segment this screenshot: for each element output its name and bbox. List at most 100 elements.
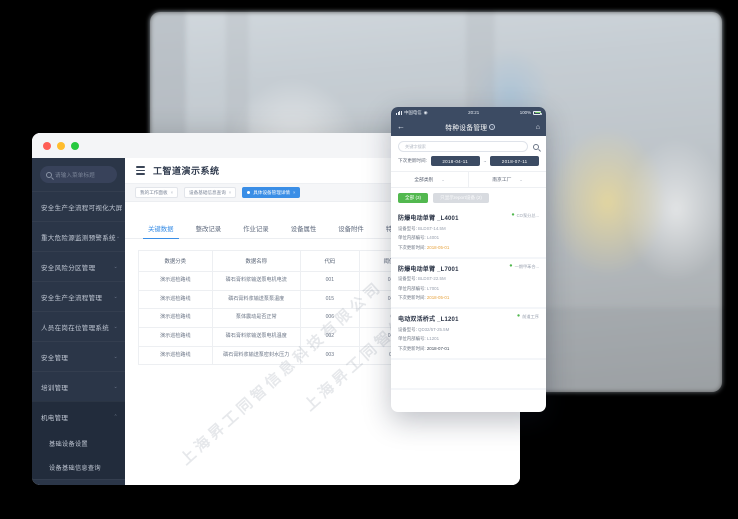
device-internalno-label: 单位内部编号: <box>398 285 426 291</box>
sidebar-item-hazard-monitor[interactable]: 重大危险源监测预警系统 ⌄ <box>32 221 125 251</box>
close-icon[interactable]: × <box>293 190 296 195</box>
chevron-down-icon: ⌄ <box>115 233 121 240</box>
sidebar-item-process-mgmt[interactable]: 安全生产全流程管理 ⌄ <box>32 281 125 311</box>
subtab-work-records[interactable]: 作业记录 <box>243 226 269 233</box>
cell-code: 002 <box>299 326 360 347</box>
device-location-label: 前道工序 <box>522 314 539 319</box>
search-input[interactable]: 关键字搜索 <box>398 141 528 152</box>
list-empty-space <box>391 359 546 388</box>
device-location: ● 前道工序 <box>517 314 539 320</box>
tab-device-info-query[interactable]: 设备基础信息查询 × <box>184 187 237 198</box>
list-item[interactable]: 防爆电动单臂 _L7001 ● 一期甲苯合... 设备型号: BLDST-22.… <box>391 258 546 307</box>
device-location-label: 一期甲苯合... <box>514 263 539 269</box>
col-header-code: 代码 <box>299 250 360 272</box>
phone-navbar: ← 特种设备管理 ? ⌂ <box>391 118 546 136</box>
date-end-field[interactable]: 2018-07-11 <box>490 156 540 166</box>
battery-icon <box>533 110 542 115</box>
device-internalno-value: L4001 <box>426 235 440 240</box>
home-icon[interactable]: ⌂ <box>535 123 540 131</box>
location-pin-icon: ● <box>509 262 513 269</box>
list-item[interactable]: 电动双活桥式 _L1201 ● 前道工序 设备型号: QD32/5T-25.5M… <box>391 309 546 358</box>
sidebar-subitem-basic-device-settings[interactable]: 基础设备设置 <box>49 440 88 448</box>
sidebar-item-label: 安全生产全流程管理 <box>41 294 103 302</box>
device-nextupdate-row: 下次更新时间: 2018-07-01 <box>398 346 539 352</box>
device-title: 电动双活桥式 _L1201 <box>398 317 459 323</box>
sidebar-item-label: 机电管理 <box>41 414 69 422</box>
device-list: 防爆电动单臂 _L4001 ● CO泵分总... 设备型号: BLDST-14.… <box>391 208 546 390</box>
maximize-button[interactable] <box>71 141 79 150</box>
device-nextupdate-value: 2018-07-01 <box>426 345 450 351</box>
main-header: 工智道演示系统 <box>125 158 520 184</box>
tab-label: 具体设备管理详情 <box>253 189 291 195</box>
cell-code: 003 <box>299 345 360 366</box>
hamburger-menu-icon[interactable] <box>136 166 145 175</box>
phone-select-row: 全部类别 ⌄ 南京工厂 ⌄ <box>391 171 546 188</box>
phone-title: 特种设备管理 ? <box>445 122 496 132</box>
close-button[interactable] <box>43 141 51 150</box>
device-model-value: QD32/5T-25.5M <box>418 326 450 332</box>
sidebar-item-safety[interactable]: 安全管理 ⌄ <box>32 341 125 371</box>
device-model-label: 设备型号: <box>398 225 417 231</box>
sidebar-item-smart-inspection[interactable]: 智能巡检 ⌄ <box>32 479 125 485</box>
device-model-value: BLDST-22.5M <box>418 276 446 281</box>
date-separator: ~ <box>483 158 487 164</box>
device-location: ● CO泵分总... <box>511 213 539 219</box>
chevron-down-icon: ⌄ <box>113 263 118 270</box>
device-nextupdate-label: 下次更新时间: <box>398 345 426 351</box>
cell-code: 006 <box>299 308 360 328</box>
subtab-key-data[interactable]: 关键数据 <box>137 224 185 240</box>
sidebar-item-label: 人员在岗在位管理系统 <box>41 324 109 332</box>
sidebar-item-label: 安全管理 <box>41 354 69 362</box>
cell-code: 015 <box>299 289 360 310</box>
select-factory[interactable]: 南京工厂 ⌄ <box>468 172 546 187</box>
device-nextupdate-value: 2018-05-01 <box>426 244 450 250</box>
location-pin-icon: ● <box>511 212 515 219</box>
sidebar-search-placeholder: 请输入菜单标题 <box>55 172 95 179</box>
chip-report-only[interactable]: 只显示report设备 (2) <box>433 193 489 203</box>
chip-all[interactable]: 全部 (3) <box>398 193 429 203</box>
phone-title-label: 特种设备管理 <box>445 125 488 132</box>
cell-category: 演示巡检路线 <box>138 326 213 347</box>
sidebar-item-label: 培训管理 <box>41 384 69 392</box>
help-icon[interactable]: ? <box>489 124 496 130</box>
close-icon[interactable]: × <box>170 190 174 195</box>
select-category[interactable]: 全部类别 ⌄ <box>391 172 468 187</box>
sidebar-subitem-device-info-query[interactable]: 设备基础信息查询 <box>49 464 101 472</box>
close-icon[interactable]: × <box>228 190 232 195</box>
minimize-button[interactable] <box>57 141 65 150</box>
device-internalno-label: 单位内部编号: <box>398 235 426 240</box>
carrier-label: 中国电信 <box>404 109 422 115</box>
sidebar-item-electromechanical[interactable]: 机电管理 ⌃ <box>32 401 125 431</box>
chevron-up-icon: ⌃ <box>113 413 118 420</box>
sidebar-item-label: 安全生产全流程可视化大屏 <box>41 204 123 212</box>
tab-device-detail[interactable]: 具体设备管理详情 × <box>242 187 301 198</box>
sidebar-search[interactable]: 请输入菜单标题 <box>32 166 125 191</box>
cell-category: 演示巡检路线 <box>138 345 213 366</box>
sidebar-item-bigscreen[interactable]: 安全生产全流程可视化大屏 <box>32 191 125 221</box>
sidebar-item-personnel[interactable]: 人员在岗在位管理系统 ⌄ <box>32 311 125 341</box>
back-icon[interactable]: ← <box>397 122 405 131</box>
device-model-label: 设备型号: <box>398 276 417 281</box>
tab-my-workbench[interactable]: 我的工作面板 × <box>135 187 179 198</box>
cell-category: 演示巡检路线 <box>138 289 213 310</box>
subtab-device-attachments[interactable]: 设备附件 <box>338 226 364 233</box>
subtab-rectification-records[interactable]: 整改记录 <box>195 226 222 233</box>
sidebar-item-training[interactable]: 培训管理 ⌄ <box>32 371 125 401</box>
date-start-field[interactable]: 2018-04-11 <box>430 156 480 166</box>
phone-mockup: 中国电信 ◉ 20:21 100% ← 特种设备管理 ? ⌂ 关键字搜索 下 <box>391 107 546 412</box>
col-header-category: 数据分类 <box>138 250 213 272</box>
date-filter-label: 下次更新时间: <box>398 158 427 163</box>
cell-category: 演示巡检路线 <box>138 271 213 291</box>
sidebar-item-risk-zone[interactable]: 安全风险分区管理 ⌄ <box>32 251 125 281</box>
sidebar-item-label: 安全风险分区管理 <box>41 264 96 272</box>
list-item[interactable]: 防爆电动单臂 _L4001 ● CO泵分总... 设备型号: BLDST-14.… <box>391 208 546 257</box>
signal-icon <box>396 110 403 115</box>
sidebar: 请输入菜单标题 安全生产全流程可视化大屏 重大危险源监测预警系统 ⌄ 安全风险分… <box>32 158 125 485</box>
cell-name: 磷石膏料浆输送泵电机电流 <box>211 271 301 291</box>
device-internalno-row: 单位内部编号: L7001 <box>398 286 539 292</box>
active-dot-icon <box>247 191 251 194</box>
device-internalno-label: 单位内部编号: <box>398 336 426 341</box>
search-icon[interactable] <box>533 143 539 150</box>
subtab-device-attributes[interactable]: 设备属性 <box>290 226 317 233</box>
